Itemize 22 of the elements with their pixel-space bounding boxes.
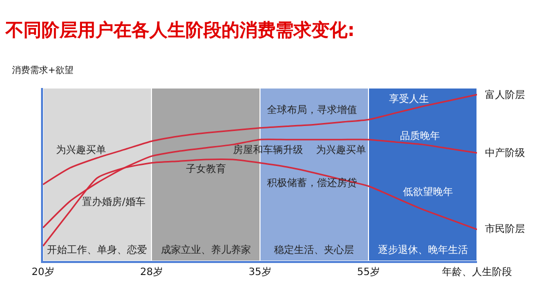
annotation: 子女教育 [186,163,226,175]
annotation: 享受人生 [389,93,429,105]
annotation: 置办婚房/婚车 [82,196,146,208]
annotation: 为兴趣买单 [56,144,106,156]
annotation: 为兴趣买单 [316,144,366,156]
band-label: 逐步退休、晚年生活 [378,244,468,256]
x-tick-label: 55岁 [357,266,380,278]
series-label: 中产阶级 [485,147,525,159]
x-tick-label: 年龄、人生阶段 [442,266,512,278]
annotation: 低欲望晚年 [403,186,453,198]
band-label: 稳定生活、夹心层 [274,244,354,256]
annotation: 品质晚年 [400,130,440,142]
band-label: 成家立业、养儿养家 [161,244,251,256]
x-tick-label: 28岁 [140,266,163,278]
annotation: 全球布局，寻求增值 [267,104,357,116]
x-tick-label: 35岁 [248,266,272,278]
chart-title: 不同阶层用户在各人生阶段的消费需求变化: [4,20,355,41]
x-tick-label: 20岁 [32,266,54,278]
y-axis-title: 消费需求+欲望 [12,65,74,76]
series-label: 市民阶层 [485,223,525,235]
band-label: 开始工作、单身、恋爱 [47,244,147,256]
series-label: 富人阶层 [485,89,525,101]
